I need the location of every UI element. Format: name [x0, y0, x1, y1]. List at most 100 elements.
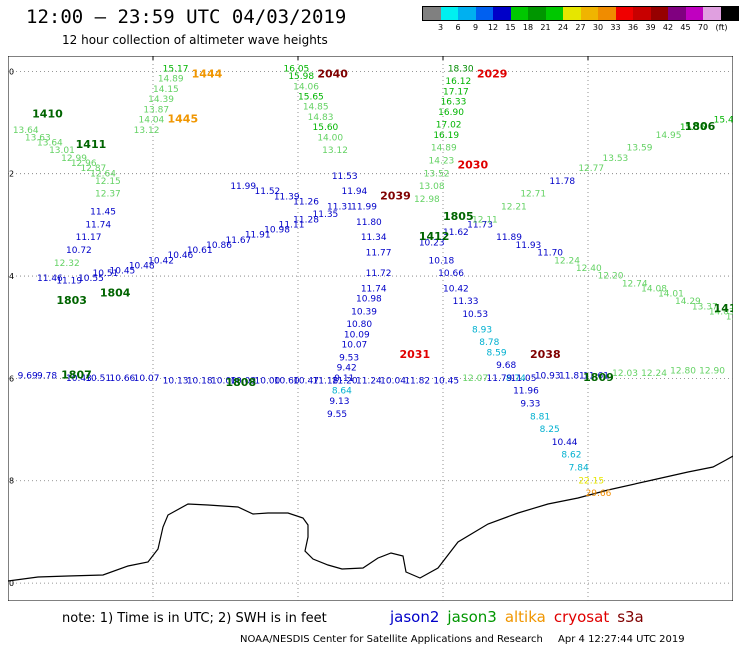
wave-height-value: 12.98: [414, 195, 440, 205]
wave-height-value: 10.45: [433, 377, 459, 387]
wave-height-value: 15.40: [714, 116, 733, 126]
wave-height-value: 10.66: [438, 269, 464, 279]
wave-height-value: 10.13: [163, 377, 189, 387]
pass-time-label: 2030: [458, 159, 489, 172]
latitude-label: -64: [8, 272, 14, 281]
wave-height-value: 13.01: [49, 146, 75, 156]
wave-height-value: 13.37: [692, 302, 718, 312]
wave-height-value: 12.64: [90, 169, 116, 179]
wave-height-value: 10.42: [148, 256, 174, 266]
wave-height-value: 11.39: [274, 192, 300, 202]
color-scale-tick: 70: [697, 23, 709, 32]
wave-height-value: 11.94: [342, 187, 368, 197]
wave-height-value: 10.18: [187, 377, 213, 387]
color-scale-tick: 45: [680, 23, 691, 32]
color-swatch: [440, 7, 458, 20]
wave-height-value: 11.35: [313, 210, 339, 220]
color-swatch: [545, 7, 563, 20]
wave-height-value: 11.81: [559, 371, 585, 381]
pass-time-label: 1445: [168, 113, 199, 126]
wave-height-value: 14.89: [431, 144, 457, 154]
wave-height-value: 11.18: [313, 377, 339, 387]
wave-height-value: 16.90: [438, 108, 464, 118]
wave-height-value: 10.07: [342, 341, 368, 351]
pass-time-label: 2031: [400, 348, 431, 361]
wave-height-value: 17.02: [436, 121, 462, 131]
wave-height-value: 12.11: [472, 215, 498, 225]
wave-height-value: 10.48: [129, 261, 155, 271]
wave-height-value: 12.21: [501, 203, 527, 213]
color-scale-tick: 42: [662, 23, 674, 32]
satellite-legend-cryosat: cryosat: [553, 608, 610, 626]
wave-height-value: 10.61: [187, 246, 213, 256]
wave-height-value: 11.73: [467, 220, 493, 230]
wave-height-value: 15.65: [298, 92, 324, 102]
pass-time-label: 2038: [530, 348, 561, 361]
color-scale-legend: 3 6 9 12 15 18 21 24 27 30 33 36 39 42 45 70 (ft): [422, 6, 739, 33]
wave-height-value: 10.55: [78, 274, 104, 284]
pass-time-label: 1808: [226, 376, 257, 389]
pass-time-label: 1444: [192, 67, 223, 80]
color-swatch: [685, 7, 703, 20]
wave-height-value: 8.74: [506, 374, 526, 384]
wave-height-value: 13.08: [419, 182, 445, 192]
wave-height-value: 11.67: [226, 236, 252, 246]
wave-height-value: 14.23: [429, 156, 455, 166]
wave-height-value: 12.15: [95, 177, 121, 187]
wave-height-value: 8.81: [530, 412, 550, 422]
wave-height-value: 10.09: [344, 330, 370, 340]
wave-height-value: 11.61: [583, 371, 609, 381]
wave-height-value: 13.21: [726, 313, 733, 323]
wave-height-value: 11.24: [356, 377, 382, 387]
wave-height-value: 12.74: [622, 279, 648, 289]
wave-height-value: 14.03: [709, 307, 733, 317]
wave-height-value: 13.59: [627, 144, 653, 154]
wave-height-value: 10.98: [264, 226, 290, 236]
wave-height-value: 8.93: [472, 325, 492, 335]
pass-time-label: 2040: [317, 67, 348, 80]
pass-time-label: 1803: [56, 294, 87, 307]
wave-height-value: 9.42: [337, 364, 357, 374]
wave-height-value: 12.03: [612, 369, 638, 379]
wave-height-value: 15.98: [288, 72, 314, 82]
color-scale-tick: 24: [557, 23, 569, 32]
color-scale-tick: 15: [505, 23, 516, 32]
wave-height-value: 10.00: [211, 377, 237, 387]
wave-height-value: 12.40: [576, 264, 602, 274]
color-scale-tick: 6: [455, 23, 461, 32]
wave-height-value: 15.36: [680, 123, 706, 133]
wave-height-value: 11.05: [511, 374, 537, 384]
wave-height-value: 16.05: [284, 64, 310, 74]
wave-height-value: 11.34: [361, 233, 387, 243]
pass-time-label: 1809: [583, 371, 614, 384]
wave-height-value: 11.17: [76, 233, 102, 243]
note-text: note: 1) Time is in UTC; 2) SWH is in fe…: [62, 611, 327, 626]
color-swatch: [458, 7, 476, 20]
wave-height-value: 7.84: [569, 464, 589, 474]
wave-height-value: 11.74: [361, 284, 387, 294]
wave-height-value: 16.19: [433, 131, 459, 141]
wave-height-value: 9.11: [334, 374, 354, 384]
latitude-label: -70: [8, 579, 14, 588]
color-swatch: [598, 7, 616, 20]
wave-height-value: 12.77: [578, 164, 604, 174]
wave-height-value: 14.06: [293, 82, 319, 92]
wave-height-value: 13.63: [25, 133, 51, 143]
wave-height-value: 14.89: [158, 75, 184, 85]
satellite-legend-jason3: jason3: [447, 608, 497, 626]
wave-height-value: 10.98: [356, 295, 382, 305]
wave-height-value: 16.12: [445, 77, 471, 87]
color-swatch: [615, 7, 633, 20]
footer-timestamp: Apr 4 12:27:44 UTC 2019: [558, 634, 685, 645]
color-scale-tick: 3: [437, 23, 444, 32]
color-swatch: [633, 7, 651, 20]
wave-height-value: 12.87: [81, 164, 107, 174]
wave-height-value: 9.53: [339, 353, 359, 363]
color-swatch: [703, 7, 721, 20]
pass-time-label: 2029: [477, 67, 508, 80]
color-swatch: [650, 7, 668, 20]
wave-height-value: 16.33: [441, 98, 467, 108]
wave-height-value: 12.90: [699, 366, 725, 376]
color-scale-tick: 9: [472, 23, 479, 32]
wave-height-value: 10.07: [134, 374, 160, 384]
